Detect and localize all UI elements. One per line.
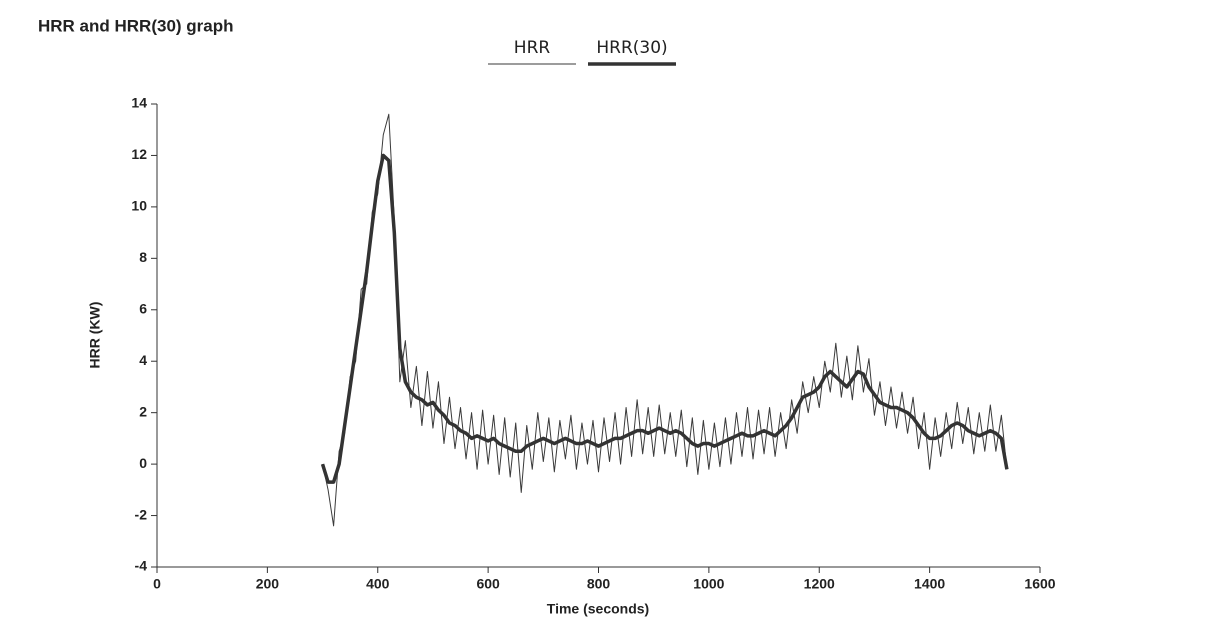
y-tick-label: -4 — [135, 558, 148, 574]
x-tick-label: 800 — [587, 576, 611, 592]
y-tick-label: 0 — [139, 455, 147, 471]
y-tick-label: 4 — [139, 352, 147, 368]
y-tick-label: 6 — [139, 300, 147, 316]
x-tick-label: 1200 — [804, 576, 835, 592]
x-tick-label: 600 — [476, 576, 500, 592]
chart-title: HRR and HRR(30) graph — [38, 16, 234, 35]
y-tick-label: 14 — [131, 95, 147, 111]
y-tick-label: 12 — [131, 146, 147, 162]
x-axis-label: Time (seconds) — [547, 601, 649, 617]
x-tick-label: 1000 — [693, 576, 724, 592]
series-line — [320, 153, 1009, 484]
legend-label: HRR — [514, 38, 551, 58]
x-tick-label: 1400 — [914, 576, 945, 592]
series-line — [322, 113, 1008, 527]
y-tick-label: 10 — [131, 198, 147, 214]
y-tick-label: -2 — [135, 506, 148, 522]
legend-label: HRR(30) — [596, 38, 667, 58]
x-tick-label: 1600 — [1024, 576, 1055, 592]
y-axis-label: HRR (KW) — [87, 302, 103, 369]
y-tick-label: 2 — [139, 403, 147, 419]
x-tick-label: 200 — [256, 576, 280, 592]
x-tick-label: 400 — [366, 576, 390, 592]
x-tick-label: 0 — [153, 576, 161, 592]
y-tick-label: 8 — [139, 249, 147, 265]
